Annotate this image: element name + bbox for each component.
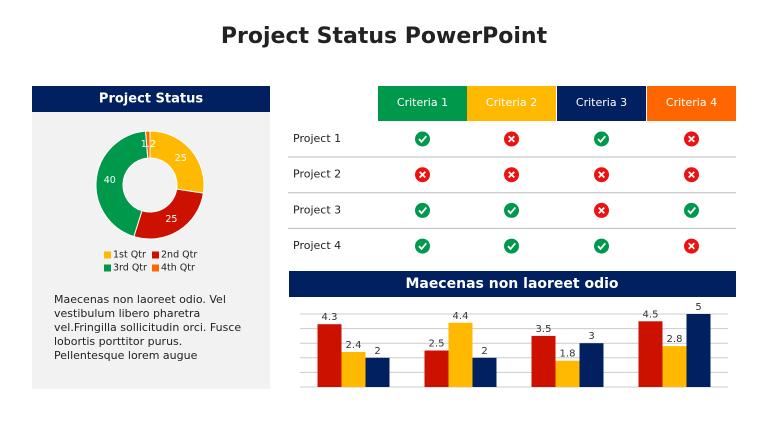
bar <box>341 351 366 387</box>
panel-text: vel.Fringilla sollicitudin orci. Fusce <box>54 321 241 334</box>
data-label: 1.2 <box>141 139 156 150</box>
column-header-label: Criteria 1 <box>397 96 448 109</box>
bar <box>531 335 556 387</box>
check-icon <box>504 238 519 254</box>
bar <box>365 357 390 387</box>
bar <box>662 346 687 387</box>
cross-glyph <box>688 171 695 179</box>
data-label: 4.5 <box>643 309 659 320</box>
legend-swatch <box>152 251 159 259</box>
data-label: 2 <box>374 346 380 357</box>
check-icon <box>415 131 430 147</box>
data-label: 1.8 <box>560 349 576 360</box>
column-header <box>557 86 646 121</box>
check-glyph <box>597 242 606 251</box>
cross-glyph <box>598 206 605 214</box>
data-label: 5 <box>695 302 701 313</box>
legend-swatch <box>152 264 159 272</box>
slide-title: Project Status PowerPoint <box>221 24 548 49</box>
row-label: Project 1 <box>293 132 341 145</box>
column-header-label: Criteria 2 <box>486 96 537 109</box>
panel-text: Pellentesque lorem augue <box>54 349 198 362</box>
check-icon <box>594 131 609 147</box>
column-header-label: Criteria 4 <box>666 96 717 109</box>
check-glyph <box>418 242 427 251</box>
check-glyph <box>507 207 516 215</box>
column-header <box>378 86 467 121</box>
bar <box>317 324 342 387</box>
check-icon <box>415 238 430 254</box>
data-label: 3.5 <box>536 324 552 335</box>
bar-chart-title: Maecenas non laoreet odio <box>405 276 618 292</box>
donut-slice <box>145 130 151 159</box>
bar <box>579 343 604 387</box>
bar <box>448 322 473 387</box>
bar <box>638 321 663 387</box>
donut-slice <box>133 188 204 240</box>
check-glyph <box>418 207 427 215</box>
legend-label: 3rd Qtr <box>113 263 147 274</box>
data-label: 40 <box>104 175 116 186</box>
column-header-label: Criteria 3 <box>576 96 627 109</box>
legend-label: 4th Qtr <box>161 263 195 274</box>
check-icon <box>415 202 430 218</box>
panel-text: Maecenas non laoreet odio. Vel <box>54 293 226 306</box>
donut-slice <box>149 130 205 194</box>
row-label: Project 3 <box>293 203 341 216</box>
bar <box>472 357 497 387</box>
legend-swatch <box>104 264 111 272</box>
legend-swatch <box>104 251 111 259</box>
column-header <box>647 86 736 121</box>
panel-text: lobortis porttitor purus. <box>54 335 182 348</box>
donut-slice <box>95 130 149 238</box>
cross-glyph <box>508 171 515 179</box>
check-glyph <box>507 242 516 251</box>
cross-glyph <box>598 171 605 179</box>
check-icon <box>594 238 609 254</box>
cross-glyph <box>419 171 426 179</box>
panel-header <box>32 86 270 112</box>
data-label: 4.4 <box>453 311 469 322</box>
cross-glyph <box>688 135 695 143</box>
check-glyph <box>418 135 427 144</box>
panel-title: Project Status <box>99 92 203 107</box>
legend-label: 2nd Qtr <box>161 250 197 261</box>
bar <box>555 360 580 387</box>
row-label: Project 2 <box>293 168 341 181</box>
data-label: 2 <box>481 346 487 357</box>
bar <box>424 350 449 387</box>
data-label: 4.3 <box>322 312 338 323</box>
row-label: Project 4 <box>293 239 341 252</box>
panel-text: vestibulum libero pharetra <box>54 307 200 320</box>
column-header <box>467 86 556 121</box>
data-label: 2.4 <box>346 340 362 351</box>
data-label: 3 <box>588 331 594 342</box>
check-glyph <box>687 207 696 215</box>
legend-label: 1st Qtr <box>113 250 146 261</box>
data-label: 2.8 <box>667 334 683 345</box>
bar-chart-header <box>289 271 736 297</box>
check-glyph <box>597 135 606 144</box>
cross-glyph <box>508 135 515 143</box>
cross-glyph <box>688 242 695 250</box>
check-icon <box>504 202 519 218</box>
data-label: 25 <box>175 153 187 164</box>
check-icon <box>684 202 699 218</box>
bar <box>686 314 711 387</box>
data-label: 25 <box>165 214 177 225</box>
data-label: 2.5 <box>429 339 445 350</box>
